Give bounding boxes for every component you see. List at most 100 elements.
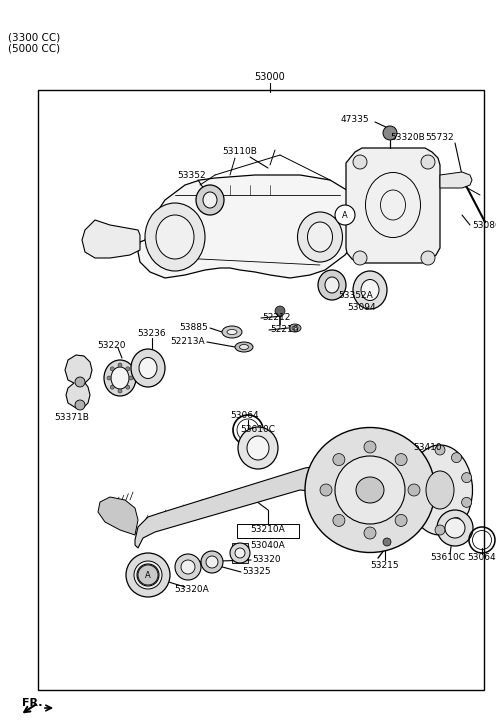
- Ellipse shape: [235, 548, 245, 558]
- Text: FR.: FR.: [22, 698, 43, 708]
- Polygon shape: [82, 220, 140, 258]
- Text: 53215: 53215: [371, 561, 399, 569]
- Circle shape: [395, 515, 407, 526]
- Ellipse shape: [111, 367, 129, 389]
- Text: 53064: 53064: [231, 411, 259, 419]
- Ellipse shape: [139, 358, 157, 379]
- Circle shape: [451, 453, 461, 462]
- Ellipse shape: [206, 556, 218, 568]
- Text: 53320A: 53320A: [175, 585, 209, 595]
- Ellipse shape: [318, 270, 346, 300]
- Circle shape: [395, 454, 407, 465]
- Text: 53410: 53410: [414, 443, 442, 452]
- Text: A: A: [342, 211, 348, 220]
- Text: 53000: 53000: [254, 72, 285, 82]
- Polygon shape: [440, 172, 472, 188]
- Polygon shape: [135, 466, 332, 548]
- Text: 53086: 53086: [472, 220, 496, 230]
- Circle shape: [75, 400, 85, 410]
- Polygon shape: [98, 497, 138, 535]
- Circle shape: [353, 155, 367, 169]
- Circle shape: [383, 126, 397, 140]
- Circle shape: [364, 527, 376, 539]
- Circle shape: [435, 525, 445, 535]
- Text: 53320B: 53320B: [390, 134, 425, 142]
- Text: 55732: 55732: [426, 134, 454, 142]
- Ellipse shape: [156, 215, 194, 259]
- Circle shape: [364, 441, 376, 453]
- Ellipse shape: [247, 436, 269, 460]
- Ellipse shape: [445, 518, 465, 538]
- Ellipse shape: [353, 271, 387, 309]
- Ellipse shape: [126, 553, 170, 597]
- Text: 53352A: 53352A: [338, 291, 373, 300]
- Ellipse shape: [131, 349, 165, 387]
- Circle shape: [129, 376, 133, 380]
- Text: 53610C: 53610C: [431, 553, 466, 563]
- Ellipse shape: [201, 551, 223, 573]
- Circle shape: [320, 484, 332, 496]
- Ellipse shape: [230, 543, 250, 563]
- Bar: [237, 524, 299, 538]
- Ellipse shape: [203, 192, 217, 208]
- Ellipse shape: [408, 445, 473, 535]
- Text: 53110B: 53110B: [223, 148, 257, 156]
- Polygon shape: [138, 175, 365, 278]
- Text: 53094: 53094: [348, 303, 376, 313]
- Ellipse shape: [235, 342, 253, 352]
- Ellipse shape: [325, 277, 339, 293]
- Circle shape: [333, 515, 345, 526]
- Polygon shape: [346, 148, 440, 263]
- Ellipse shape: [227, 329, 237, 334]
- Text: 53352: 53352: [178, 171, 206, 180]
- Ellipse shape: [222, 326, 242, 338]
- Circle shape: [335, 205, 355, 225]
- Ellipse shape: [289, 324, 301, 332]
- Text: 52216: 52216: [270, 326, 299, 334]
- Ellipse shape: [305, 427, 435, 553]
- Circle shape: [353, 251, 367, 265]
- Ellipse shape: [361, 279, 379, 300]
- Ellipse shape: [298, 212, 343, 262]
- Circle shape: [421, 155, 435, 169]
- Ellipse shape: [426, 471, 454, 509]
- Text: 53040A: 53040A: [250, 540, 285, 550]
- Text: 47335: 47335: [341, 116, 370, 124]
- Circle shape: [462, 473, 472, 483]
- Circle shape: [118, 389, 122, 393]
- Text: 53320: 53320: [252, 555, 281, 564]
- Bar: [38, 90, 484, 690]
- Text: 53610C: 53610C: [241, 425, 275, 435]
- Text: 53210A: 53210A: [250, 526, 285, 534]
- Circle shape: [421, 251, 435, 265]
- Text: 53371B: 53371B: [55, 414, 89, 422]
- Ellipse shape: [196, 185, 224, 215]
- Ellipse shape: [356, 477, 384, 503]
- Text: 53325: 53325: [242, 568, 271, 577]
- Text: 53236: 53236: [138, 329, 166, 337]
- Text: 53220: 53220: [98, 340, 126, 350]
- Circle shape: [408, 484, 420, 496]
- Circle shape: [462, 497, 472, 507]
- Ellipse shape: [175, 554, 201, 580]
- Ellipse shape: [240, 345, 248, 350]
- Text: 52212: 52212: [262, 313, 290, 323]
- Circle shape: [75, 377, 85, 387]
- Text: 53064: 53064: [468, 553, 496, 563]
- Text: 53885: 53885: [179, 324, 208, 332]
- Circle shape: [126, 385, 130, 389]
- Ellipse shape: [308, 222, 332, 252]
- Ellipse shape: [437, 510, 473, 546]
- Ellipse shape: [238, 427, 278, 469]
- Ellipse shape: [145, 203, 205, 271]
- Circle shape: [383, 538, 391, 546]
- Text: (3300 CC)
(5000 CC): (3300 CC) (5000 CC): [8, 32, 60, 54]
- Ellipse shape: [181, 560, 195, 574]
- Polygon shape: [65, 355, 92, 408]
- Ellipse shape: [335, 456, 405, 524]
- Ellipse shape: [292, 326, 298, 330]
- Circle shape: [275, 306, 285, 316]
- Circle shape: [126, 367, 130, 371]
- Circle shape: [107, 376, 111, 380]
- Ellipse shape: [134, 561, 162, 589]
